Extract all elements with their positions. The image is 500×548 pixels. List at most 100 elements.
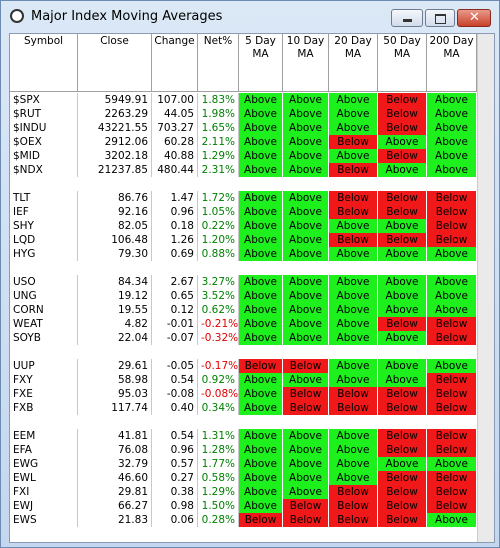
- cell: 82.05: [78, 219, 152, 233]
- cell: 44.05: [152, 107, 198, 121]
- cell: -0.01: [152, 317, 198, 331]
- ma-status: Above: [283, 275, 329, 289]
- ma-status: Below: [283, 387, 329, 401]
- cell: 1.28%: [198, 443, 239, 457]
- symbol: CORN: [10, 303, 78, 317]
- cell: 40.88: [152, 149, 198, 163]
- symbol: EWJ: [10, 499, 78, 513]
- ma-status: Below: [378, 121, 427, 135]
- cell: -0.17%: [198, 359, 239, 373]
- symbol: UNG: [10, 289, 78, 303]
- ma-status: Above: [427, 289, 477, 303]
- column-header: 50 Day MA: [378, 34, 427, 92]
- ma-status: Above: [239, 387, 283, 401]
- cell: 22.04: [78, 331, 152, 345]
- symbol: EWS: [10, 513, 78, 527]
- ma-status: Above: [283, 485, 329, 499]
- symbol: WEAT: [10, 317, 78, 331]
- header-line: MA: [252, 48, 269, 60]
- column-header: Symbol: [10, 34, 78, 92]
- cell: 1.29%: [198, 485, 239, 499]
- ma-status: Above: [283, 317, 329, 331]
- symbol: IEF: [10, 205, 78, 219]
- ma-status: Below: [283, 499, 329, 513]
- ma-status: Above: [239, 93, 283, 107]
- ma-status: Below: [329, 163, 378, 177]
- cell: 29.61: [78, 359, 152, 373]
- ma-status: Above: [239, 471, 283, 485]
- ma-status: Above: [378, 247, 427, 261]
- ma-status: Below: [427, 191, 477, 205]
- header-line: 200 Day: [429, 35, 474, 47]
- ma-status: Above: [329, 107, 378, 121]
- ma-status: Above: [283, 331, 329, 345]
- ma-status: Below: [329, 499, 378, 513]
- minimize-button[interactable]: [391, 9, 423, 27]
- ma-status: Above: [239, 219, 283, 233]
- cell: 0.06: [152, 513, 198, 527]
- maximize-button[interactable]: [425, 9, 455, 27]
- ma-status: Above: [283, 219, 329, 233]
- ma-status: Above: [427, 513, 477, 527]
- ma-status: Below: [378, 471, 427, 485]
- ma-status: Below: [329, 401, 378, 415]
- cell: 1.65%: [198, 121, 239, 135]
- ma-status: Below: [427, 401, 477, 415]
- ma-status: Below: [427, 205, 477, 219]
- ma-status: Above: [283, 443, 329, 457]
- ma-status: Above: [283, 457, 329, 471]
- ma-status: Above: [329, 443, 378, 457]
- cell: 19.55: [78, 303, 152, 317]
- cell: 1.29%: [198, 149, 239, 163]
- cell: 1.83%: [198, 93, 239, 107]
- header-line: 5 Day: [245, 35, 276, 47]
- ma-status: Above: [283, 429, 329, 443]
- cell: 0.88%: [198, 247, 239, 261]
- ma-status: Above: [378, 303, 427, 317]
- header-line: MA: [443, 48, 460, 60]
- cell: 92.16: [78, 205, 152, 219]
- ma-status: Below: [329, 387, 378, 401]
- ma-status: Below: [329, 485, 378, 499]
- ma-status: Above: [427, 275, 477, 289]
- app-icon: [10, 9, 24, 23]
- ma-status: Above: [427, 149, 477, 163]
- symbol: $OEX: [10, 135, 78, 149]
- cell: 1.26: [152, 233, 198, 247]
- ma-status: Above: [239, 121, 283, 135]
- header-line: 50 Day: [383, 35, 421, 47]
- ma-status: Above: [239, 135, 283, 149]
- symbol: $NDX: [10, 163, 78, 177]
- cell: 19.12: [78, 289, 152, 303]
- cell: 0.92%: [198, 373, 239, 387]
- ma-status: Below: [239, 359, 283, 373]
- ma-status: Below: [329, 205, 378, 219]
- cell: 0.40: [152, 401, 198, 415]
- ma-status: Above: [427, 93, 477, 107]
- symbol: FXB: [10, 401, 78, 415]
- ma-status: Above: [239, 499, 283, 513]
- close-button[interactable]: ✕: [457, 9, 491, 27]
- ma-status: Above: [239, 205, 283, 219]
- cell: 1.20%: [198, 233, 239, 247]
- header-line: MA: [297, 48, 314, 60]
- symbol: EWG: [10, 457, 78, 471]
- ma-status: Above: [329, 429, 378, 443]
- ma-status: Above: [239, 163, 283, 177]
- ma-status: Above: [239, 233, 283, 247]
- ma-status: Above: [283, 303, 329, 317]
- cell: 3.52%: [198, 289, 239, 303]
- cell: 2.11%: [198, 135, 239, 149]
- ma-status: Above: [378, 163, 427, 177]
- cell: -0.08: [152, 387, 198, 401]
- ma-status: Above: [283, 191, 329, 205]
- cell: 1.98%: [198, 107, 239, 121]
- ma-status: Below: [378, 499, 427, 513]
- ma-status: Below: [378, 93, 427, 107]
- symbol: USO: [10, 275, 78, 289]
- cell: 2.67: [152, 275, 198, 289]
- symbol: FXI: [10, 485, 78, 499]
- ma-status: Above: [329, 247, 378, 261]
- scrollbar[interactable]: [477, 34, 494, 542]
- ma-status: Above: [283, 135, 329, 149]
